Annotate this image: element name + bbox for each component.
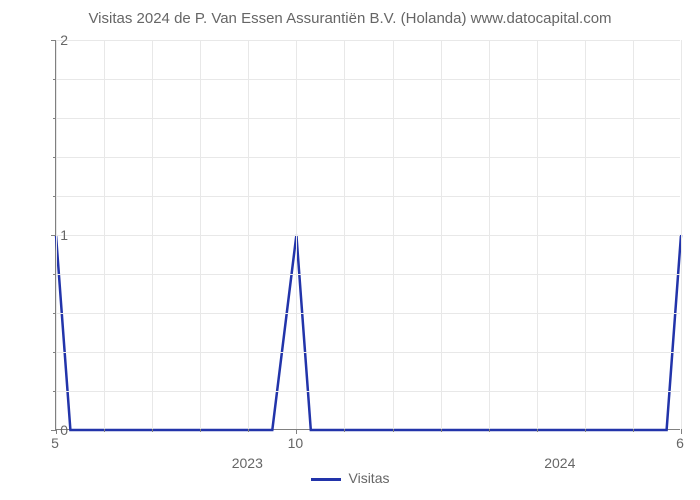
grid-line-h <box>56 235 680 236</box>
x-minor-tick <box>104 429 105 432</box>
x-minor-tick <box>441 429 442 432</box>
x-year-label: 2024 <box>544 455 575 471</box>
x-minor-tick <box>200 429 201 432</box>
grid-line-h <box>56 157 680 158</box>
x-minor-tick <box>248 429 249 432</box>
y-minor-tick <box>53 391 56 392</box>
y-tick-label: 1 <box>38 227 68 243</box>
y-minor-tick <box>53 196 56 197</box>
chart-container: 510620232024 <box>55 40 680 430</box>
y-minor-tick <box>53 352 56 353</box>
legend-swatch <box>311 478 341 481</box>
x-tick-mark <box>296 429 297 434</box>
plot-area <box>55 40 680 430</box>
y-minor-tick <box>53 157 56 158</box>
y-minor-tick <box>53 274 56 275</box>
grid-line-h <box>56 79 680 80</box>
x-minor-tick <box>152 429 153 432</box>
x-minor-tick <box>585 429 586 432</box>
grid-line-h <box>56 196 680 197</box>
x-tick-label: 10 <box>288 435 304 451</box>
y-minor-tick <box>53 118 56 119</box>
grid-line-h <box>56 118 680 119</box>
grid-line-h <box>56 352 680 353</box>
x-tick-label: 6 <box>676 435 684 451</box>
x-year-label: 2023 <box>232 455 263 471</box>
x-minor-tick <box>489 429 490 432</box>
x-tick-mark <box>681 429 682 434</box>
x-minor-tick <box>633 429 634 432</box>
y-minor-tick <box>53 313 56 314</box>
grid-line-h <box>56 40 680 41</box>
x-minor-tick <box>393 429 394 432</box>
chart-title: Visitas 2024 de P. Van Essen Assurantiën… <box>0 10 700 27</box>
grid-line-h <box>56 391 680 392</box>
legend: Visitas <box>0 470 700 486</box>
y-tick-label: 0 <box>38 422 68 438</box>
grid-line-v <box>681 40 682 429</box>
x-minor-tick <box>537 429 538 432</box>
grid-line-h <box>56 313 680 314</box>
x-minor-tick <box>344 429 345 432</box>
legend-label: Visitas <box>349 470 390 486</box>
y-tick-label: 2 <box>38 32 68 48</box>
grid-line-h <box>56 274 680 275</box>
y-minor-tick <box>53 79 56 80</box>
